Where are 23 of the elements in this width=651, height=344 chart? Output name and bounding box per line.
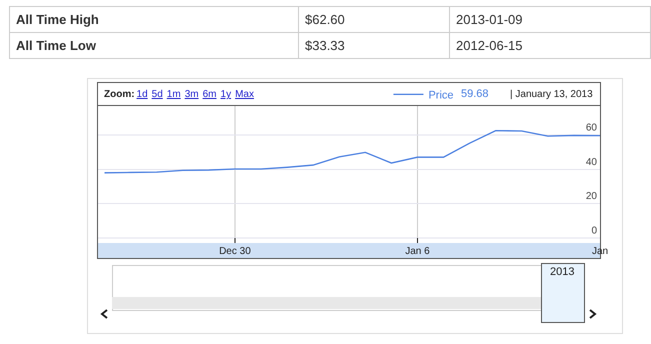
text: 1m <box>166 89 181 100</box>
text: $33.33 <box>298 32 450 58</box>
x-tick-label: Jan 6 <box>405 246 430 257</box>
text: 2012-06-15 <box>450 32 650 58</box>
text: Zoom: <box>104 89 135 100</box>
x-tick-label: Dec 30 <box>219 246 252 257</box>
text: 1y <box>220 89 232 100</box>
y-tick-label: 0 <box>591 225 598 236</box>
y-tick-label: 60 <box>586 122 598 134</box>
text: 5d <box>152 89 163 100</box>
text: $62.60 <box>298 6 450 32</box>
y-tick-label: 20 <box>586 191 598 202</box>
text: | January 13, 2013 <box>510 89 594 100</box>
y-tick-label: 40 <box>586 156 598 168</box>
text: 3m <box>184 89 199 100</box>
text: All Time High <box>10 6 298 32</box>
text: All Time Low <box>10 32 298 58</box>
text: 1d <box>136 89 148 100</box>
text: 6m <box>202 89 217 100</box>
text: Max <box>235 89 254 100</box>
legend-label: Price <box>428 90 454 102</box>
text: 2013-01-09 <box>450 6 650 32</box>
text: 59.68 <box>461 88 489 100</box>
